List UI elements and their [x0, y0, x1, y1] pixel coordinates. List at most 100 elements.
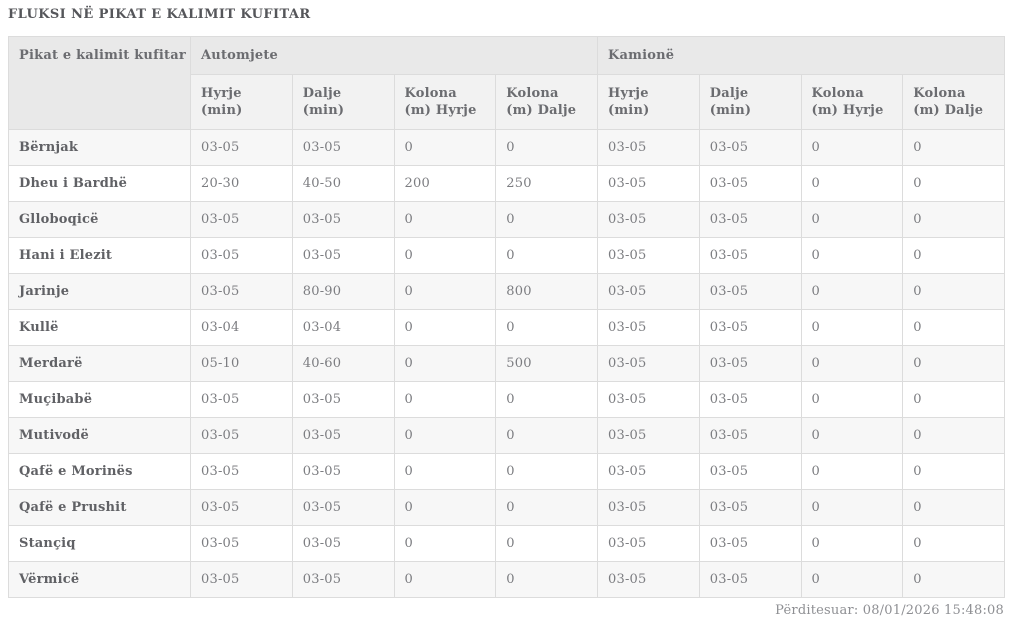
value-cell: 03-05	[190, 453, 293, 490]
value-cell: 0	[902, 489, 1005, 526]
table-row: Hani i Elezit 03-05 03-05 0 0 03-05 03-05 0 0	[8, 237, 1005, 274]
crossing-name: Mutivodë	[8, 417, 191, 454]
value-cell: 0	[800, 237, 904, 274]
value-cell: 0	[393, 237, 497, 274]
value-cell: 0	[393, 129, 497, 166]
crossing-name: Jarinje	[8, 273, 191, 310]
value-cell: 0	[800, 525, 904, 562]
value-cell: 200	[393, 165, 497, 202]
value-cell: 0	[495, 309, 598, 346]
value-cell: 0	[902, 129, 1005, 166]
value-cell: 40-60	[291, 345, 395, 382]
value-cell: 0	[393, 561, 497, 598]
value-cell: 03-05	[597, 525, 700, 562]
value-cell: 0	[800, 201, 904, 238]
table-row: Muçibabë 03-05 03-05 0 0 03-05 03-05 0 0	[8, 381, 1005, 418]
value-cell: 80-90	[291, 273, 395, 310]
value-cell: 03-04	[190, 309, 293, 346]
value-cell: 03-05	[291, 129, 395, 166]
value-cell: 03-05	[698, 525, 802, 562]
value-cell: 0	[495, 417, 598, 454]
value-cell: 0	[495, 525, 598, 562]
value-cell: 03-05	[291, 237, 395, 274]
value-cell: 03-05	[597, 201, 700, 238]
value-cell: 0	[495, 453, 598, 490]
value-cell: 03-05	[597, 453, 700, 490]
last-updated-timestamp: Përditesuar: 08/01/2026 15:48:08	[775, 603, 1004, 618]
value-cell: 05-10	[190, 345, 293, 382]
value-cell: 03-05	[698, 453, 802, 490]
value-cell: 03-05	[291, 417, 395, 454]
value-cell: 0	[902, 525, 1005, 562]
value-cell: 03-05	[291, 525, 395, 562]
value-cell: 0	[495, 489, 598, 526]
value-cell: 0	[902, 165, 1005, 202]
border-crossings-table: Pikat e kalimit kufitar Automjete Kamion…	[8, 36, 1005, 598]
table-row: Mutivodë 03-05 03-05 0 0 03-05 03-05 0 0	[8, 417, 1005, 454]
value-cell: 0	[393, 381, 497, 418]
value-cell: 03-05	[698, 201, 802, 238]
table-row: Bërnjak 03-05 03-05 0 0 03-05 03-05 0 0	[8, 129, 1005, 166]
value-cell: 03-05	[597, 345, 700, 382]
value-cell: 800	[495, 273, 598, 310]
column-header: Dalje (min)	[291, 74, 395, 130]
column-header: Kolona (m) Dalje	[495, 74, 598, 130]
table-row: Qafë e Prushit 03-05 03-05 0 0 03-05 03-05 0 0	[8, 489, 1005, 526]
value-cell: 03-05	[597, 381, 700, 418]
sub-header-row: Hyrje (min) Dalje (min) Kolona (m) Hyrje Ko…	[8, 74, 1005, 130]
value-cell: 0	[495, 237, 598, 274]
value-cell: 0	[495, 201, 598, 238]
column-header-crossing-points: Pikat e kalimit kufitar	[8, 36, 191, 130]
table-row: Glloboqicë 03-05 03-05 0 0 03-05 03-05 0 0	[8, 201, 1005, 238]
value-cell: 0	[393, 417, 497, 454]
page-title: FLUKSI NË PIKAT E KALIMIT KUFITAR	[8, 7, 311, 22]
value-cell: 0	[902, 201, 1005, 238]
column-header: Kolona (m) Hyrje	[800, 74, 904, 130]
value-cell: 03-05	[597, 417, 700, 454]
value-cell: 0	[800, 345, 904, 382]
table-body: Bërnjak 03-05 03-05 0 0 03-05 03-05 0 0 Dheu i Ba…	[8, 129, 1005, 598]
value-cell: 03-05	[698, 381, 802, 418]
table-row: Stançiq 03-05 03-05 0 0 03-05 03-05 0 0	[8, 525, 1005, 562]
crossing-name: Qafë e Morinës	[8, 453, 191, 490]
value-cell: 0	[902, 237, 1005, 274]
value-cell: 0	[393, 345, 497, 382]
value-cell: 0	[800, 417, 904, 454]
column-header: Kolona (m) Dalje	[902, 74, 1005, 130]
table-row: Jarinje 03-05 80-90 0 800 03-05 03-05 0 0	[8, 273, 1005, 310]
value-cell: 0	[902, 561, 1005, 598]
value-cell: 03-05	[698, 273, 802, 310]
value-cell: 03-05	[291, 489, 395, 526]
value-cell: 03-05	[190, 129, 293, 166]
value-cell: 03-05	[597, 165, 700, 202]
value-cell: 03-05	[190, 489, 293, 526]
crossing-name: Glloboqicë	[8, 201, 191, 238]
column-header: Hyrje (min)	[597, 74, 700, 130]
value-cell: 03-05	[698, 237, 802, 274]
crossing-name: Stançiq	[8, 525, 191, 562]
value-cell: 0	[902, 345, 1005, 382]
value-cell: 0	[800, 165, 904, 202]
value-cell: 03-04	[291, 309, 395, 346]
value-cell: 250	[495, 165, 598, 202]
value-cell: 0	[495, 381, 598, 418]
value-cell: 0	[902, 417, 1005, 454]
value-cell: 500	[495, 345, 598, 382]
value-cell: 20-30	[190, 165, 293, 202]
value-cell: 03-05	[291, 453, 395, 490]
value-cell: 0	[800, 273, 904, 310]
value-cell: 0	[393, 489, 497, 526]
value-cell: 03-05	[698, 345, 802, 382]
value-cell: 03-05	[597, 561, 700, 598]
value-cell: 03-05	[698, 561, 802, 598]
value-cell: 0	[495, 561, 598, 598]
value-cell: 03-05	[190, 201, 293, 238]
value-cell: 0	[902, 309, 1005, 346]
crossing-name: Kullë	[8, 309, 191, 346]
value-cell: 03-05	[190, 381, 293, 418]
table-row: Qafë e Morinës 03-05 03-05 0 0 03-05 03-05 0 0	[8, 453, 1005, 490]
value-cell: 03-05	[597, 273, 700, 310]
value-cell: 03-05	[597, 309, 700, 346]
table-header: Pikat e kalimit kufitar Automjete Kamion…	[8, 36, 1005, 130]
